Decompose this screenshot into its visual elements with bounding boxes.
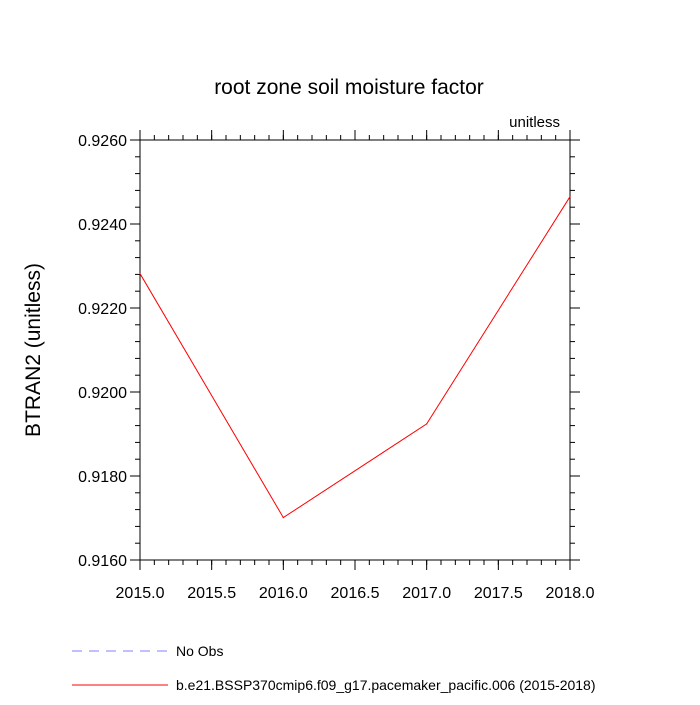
y-tick-label: 0.9200 <box>78 385 127 402</box>
x-tick-label: 2015.5 <box>187 585 236 602</box>
chart-title: root zone soil moisture factor <box>214 76 484 99</box>
x-tick-label: 2018.0 <box>546 585 595 602</box>
x-tick-label: 2016.5 <box>331 585 380 602</box>
plot-frame <box>139 139 571 561</box>
legend-label: No Obs <box>176 643 223 659</box>
legend: No Obs b.e21.BSSP370cmip6.f09_g17.pacemak… <box>72 643 596 693</box>
x-tick-label: 2016.0 <box>259 585 308 602</box>
x-tick-label: 2015.0 <box>116 585 165 602</box>
series-point <box>426 423 428 425</box>
series-point <box>569 196 571 198</box>
x-tick-label: 2017.5 <box>474 585 523 602</box>
series-point <box>139 272 141 275</box>
series-line <box>139 196 571 519</box>
units-label: unitless <box>509 114 560 131</box>
y-tick-label: 0.9160 <box>78 553 127 570</box>
x-tick-label: 2017.0 <box>402 585 451 602</box>
plot-area: 0.9160 0.9180 0.9200 0.9220 0.9240 0.9260 2015… <box>78 130 595 602</box>
legend-label: b.e21.BSSP370cmip6.f09_g17.pacemaker_pac… <box>176 677 596 693</box>
series-point <box>282 516 284 519</box>
y-tick-label: 0.9260 <box>78 133 127 150</box>
y-tick-label: 0.9240 <box>78 217 127 234</box>
y-tick-label: 0.9220 <box>78 301 127 318</box>
y-tick-label: 0.9180 <box>78 469 127 486</box>
y-axis-label: BTRAN2 (unitless) <box>22 263 45 437</box>
